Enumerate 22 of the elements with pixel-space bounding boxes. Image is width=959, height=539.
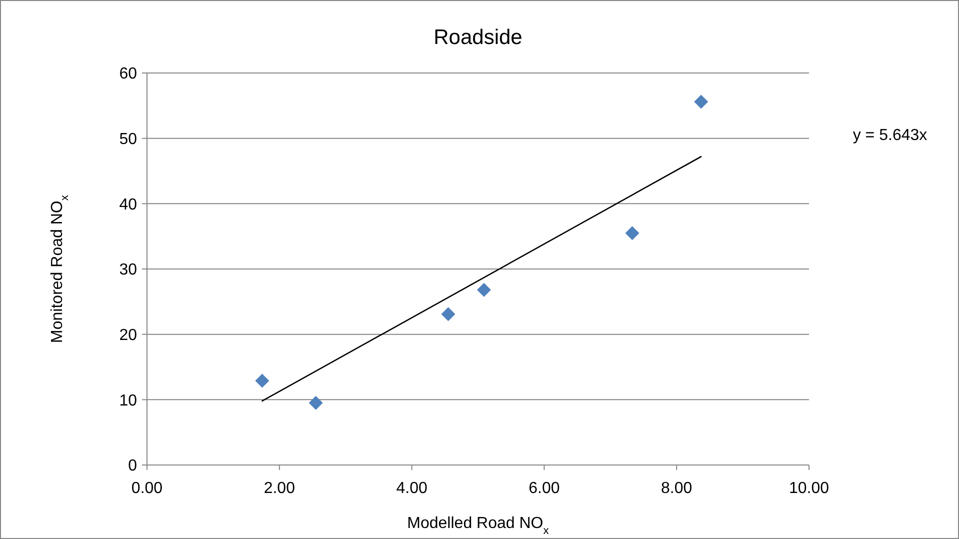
y-tick-label: 20 [119,326,138,344]
y-tick-label: 0 [128,458,138,475]
point [476,282,491,297]
x-axis-title: Modelled Road NO$_{x}$ [407,515,550,537]
x-tick-label: 4.00 [396,480,428,497]
x-tick-label: 10.00 [788,480,830,497]
y-tick-label: 10 [119,392,138,410]
y-tick-label: 40 [119,196,138,214]
x-tick-label: 2.00 [264,480,296,497]
point [625,226,640,240]
point [255,374,270,388]
x-tick-label: 0.00 [131,480,163,497]
y-tick-label: 50 [119,130,138,148]
y-tick-label: 30 [119,262,138,279]
point [441,307,456,322]
text: y = 5.643x [852,127,928,144]
x-tick-label: 6.00 [528,480,560,497]
point [694,94,708,109]
y-tick-label: 60 [119,66,138,83]
chart-title: Roadside [434,26,522,49]
x-tick-label: 8.00 [661,480,692,497]
point [308,396,323,410]
